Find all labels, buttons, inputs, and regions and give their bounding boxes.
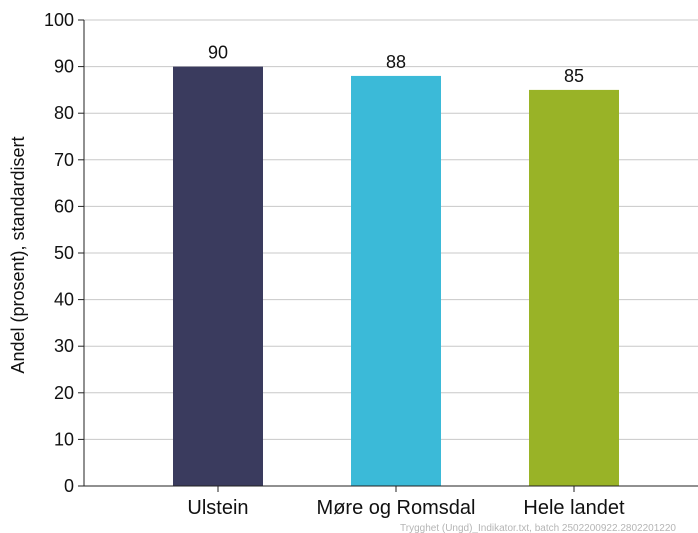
y-tick-label: 50 bbox=[54, 243, 74, 263]
bar-value-label: 85 bbox=[564, 66, 584, 86]
bar-value-label: 88 bbox=[386, 52, 406, 72]
y-tick-label: 30 bbox=[54, 336, 74, 356]
bar-value-label: 90 bbox=[208, 43, 228, 63]
y-tick-label: 70 bbox=[54, 150, 74, 170]
y-tick-label: 10 bbox=[54, 429, 74, 449]
y-tick-label: 80 bbox=[54, 103, 74, 123]
bars: 90 88 85 bbox=[173, 43, 619, 487]
y-axis-title: Andel (prosent), standardisert bbox=[8, 136, 28, 373]
y-tick-label: 0 bbox=[64, 476, 74, 496]
x-category-label: Møre og Romsdal bbox=[317, 497, 476, 519]
y-axis-ticks: 0 10 20 30 40 50 60 70 80 90 100 bbox=[44, 10, 84, 496]
x-category-label: Hele landet bbox=[523, 497, 625, 519]
source-footnote: Trygghet (Ungd)_Indikator.txt, batch 250… bbox=[400, 523, 676, 533]
y-tick-label: 90 bbox=[54, 57, 74, 77]
y-tick-label: 40 bbox=[54, 290, 74, 310]
bar bbox=[351, 75, 441, 487]
bar bbox=[173, 66, 263, 486]
bar bbox=[529, 89, 619, 487]
y-tick-label: 20 bbox=[54, 383, 74, 403]
y-tick-label: 60 bbox=[54, 196, 74, 216]
x-axis-labels: Ulstein Møre og Romsdal Hele landet bbox=[187, 486, 625, 519]
x-category-label: Ulstein bbox=[187, 497, 248, 519]
y-tick-label: 100 bbox=[44, 10, 74, 30]
